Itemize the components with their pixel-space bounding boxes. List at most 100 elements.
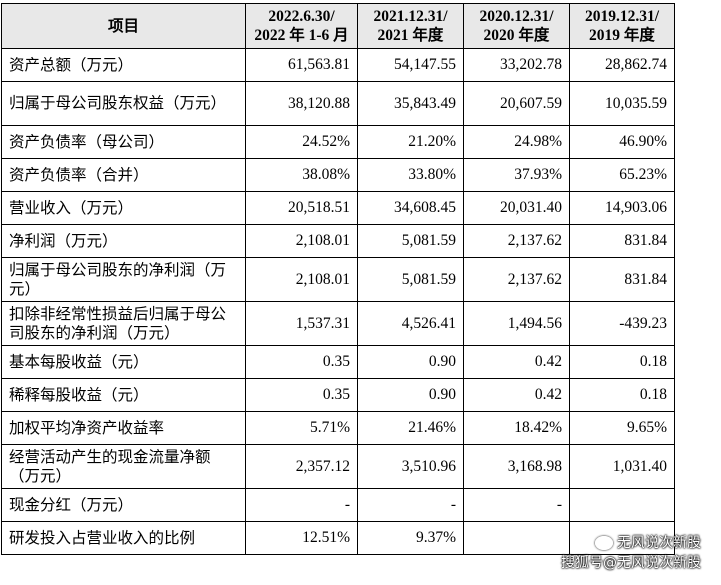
cell-value: 2,357.12 (245, 444, 358, 489)
table-row: 资产负债率（合并） 38.08% 33.80% 37.93% 65.23% (1, 158, 675, 192)
cell-value: 20,607.59 (463, 81, 570, 126)
header-period-2019: 2019.12.31/ 2019 年度 (569, 3, 675, 49)
cell-value: 2,108.01 (245, 224, 358, 258)
header-period: 2022 年 1-6 月 (254, 27, 349, 44)
table-row: 归属于母公司股东权益（万元） 38,120.88 35,843.49 20,60… (1, 81, 675, 126)
header-item-label: 项目 (107, 17, 139, 35)
cell-value: 38.08% (245, 158, 358, 192)
row-label: 资产负债率（母公司） (1, 125, 246, 159)
table-row: 净利润（万元） 2,108.01 5,081.59 2,137.62 831.8… (1, 224, 675, 258)
cell-value: 33.80% (357, 158, 464, 192)
cell-value: 4,526.41 (357, 301, 464, 346)
cell-value: 5,081.59 (357, 224, 464, 258)
cell-value: 10,035.59 (569, 81, 675, 126)
cell-value: 20,518.51 (245, 191, 358, 225)
cell-value (569, 488, 675, 522)
watermark-line-2: 搜狐号@无风说次新股 (561, 555, 701, 571)
header-period-2020: 2020.12.31/ 2020 年度 (463, 3, 570, 49)
cell-value: 24.98% (463, 125, 570, 159)
row-label: 营业收入（万元） (1, 191, 246, 225)
cell-value: - (245, 488, 358, 522)
cell-value: 12.51% (245, 521, 358, 555)
cell-value: 0.42 (463, 345, 570, 379)
row-label: 稀释每股收益（元） (1, 378, 246, 412)
row-label: 资产负债率（合并） (1, 158, 246, 192)
financial-data-table: 项目 2022.6.30/ 2022 年 1-6 月 2021.12.31/ 2… (1, 3, 675, 555)
cell-value: 3,510.96 (357, 444, 464, 489)
row-label: 现金分红（万元） (1, 488, 246, 522)
cell-value (463, 521, 570, 555)
table-row: 稀释每股收益（元） 0.35 0.90 0.42 0.18 (1, 378, 675, 412)
cell-value: 21.46% (357, 411, 464, 445)
header-date: 2021.12.31/ (373, 8, 448, 25)
header-date: 2019.12.31/ (584, 8, 660, 25)
header-period-2022h1: 2022.6.30/ 2022 年 1-6 月 (245, 3, 358, 49)
cell-value: 5,081.59 (357, 257, 464, 302)
cell-value: -439.23 (569, 301, 675, 346)
cell-value: 28,862.74 (569, 48, 675, 82)
cell-value: 0.18 (569, 378, 675, 412)
cell-value: 33,202.78 (463, 48, 570, 82)
cell-value: 0.18 (569, 345, 675, 379)
row-label: 基本每股收益（元） (1, 345, 246, 379)
cell-value: 2,108.01 (245, 257, 358, 302)
cell-value: 9.65% (569, 411, 675, 445)
cell-value: - (463, 488, 570, 522)
row-label: 归属于母公司股东权益（万元） (1, 81, 246, 126)
cell-value: 37.93% (463, 158, 570, 192)
chat-bubble-icon (595, 536, 613, 550)
cell-value: 0.35 (245, 378, 358, 412)
table-row: 扣除非经常性损益后归属于母公司股东的净利润（万元） 1,537.31 4,526… (1, 301, 675, 346)
cell-value: 831.84 (569, 257, 675, 302)
cell-value: 5.71% (245, 411, 358, 445)
table-row: 加权平均净资产收益率 5.71% 21.46% 18.42% 9.65% (1, 411, 675, 445)
table-row: 基本每股收益（元） 0.35 0.90 0.42 0.18 (1, 345, 675, 379)
table-row: 归属于母公司股东的净利润（万元） 2,108.01 5,081.59 2,137… (1, 257, 675, 302)
header-period-2021: 2021.12.31/ 2021 年度 (357, 3, 464, 49)
header-date: 2020.12.31/ (479, 8, 554, 25)
cell-value: 1,494.56 (463, 301, 570, 346)
table-header-row: 项目 2022.6.30/ 2022 年 1-6 月 2021.12.31/ 2… (1, 3, 675, 49)
cell-value: 34,608.45 (357, 191, 464, 225)
cell-value: 9.37% (357, 521, 464, 555)
cell-value: 21.20% (357, 125, 464, 159)
cell-value: 2,137.62 (463, 224, 570, 258)
cell-value: 65.23% (569, 158, 675, 192)
cell-value: 61,563.81 (245, 48, 358, 82)
cell-value: 0.90 (357, 345, 464, 379)
cell-value: 3,168.98 (463, 444, 570, 489)
cell-value: 20,031.40 (463, 191, 570, 225)
row-label: 归属于母公司股东的净利润（万元） (1, 257, 246, 302)
row-label: 净利润（万元） (1, 224, 246, 258)
watermark-line-1: 无风说次新股 (561, 533, 701, 553)
cell-value: 0.90 (357, 378, 464, 412)
row-label: 加权平均净资产收益率 (1, 411, 246, 445)
cell-value: 18.42% (463, 411, 570, 445)
cell-value: 54,147.55 (357, 48, 464, 82)
cell-value: 1,031.40 (569, 444, 675, 489)
cell-value: 35,843.49 (357, 81, 464, 126)
cell-value: - (357, 488, 464, 522)
cell-value: 38,120.88 (245, 81, 358, 126)
row-label: 扣除非经常性损益后归属于母公司股东的净利润（万元） (1, 301, 246, 346)
table-row: 资产负债率（母公司） 24.52% 21.20% 24.98% 46.90% (1, 125, 675, 159)
row-label: 经营活动产生的现金流量净额（万元） (1, 444, 246, 489)
cell-value: 1,537.31 (245, 301, 358, 346)
table-row: 经营活动产生的现金流量净额（万元） 2,357.12 3,510.96 3,16… (1, 444, 675, 489)
cell-value (569, 521, 675, 555)
header-period: 2020 年度 (483, 27, 550, 44)
header-date: 2022.6.30/ (268, 8, 335, 25)
row-label: 研发投入占营业收入的比例 (1, 521, 246, 555)
table-row: 研发投入占营业收入的比例 12.51% 9.37% (1, 521, 675, 555)
watermark-channel-name: 无风说次新股 (617, 535, 701, 551)
header-period: 2021 年度 (377, 27, 444, 44)
cell-value: 14,903.06 (569, 191, 675, 225)
cell-value: 0.35 (245, 345, 358, 379)
financial-table-container: 项目 2022.6.30/ 2022 年 1-6 月 2021.12.31/ 2… (1, 3, 675, 555)
table-row: 资产总额（万元） 61,563.81 54,147.55 33,202.78 2… (1, 48, 675, 82)
cell-value: 831.84 (569, 224, 675, 258)
cell-value: 24.52% (245, 125, 358, 159)
cell-value: 46.90% (569, 125, 675, 159)
cell-value: 0.42 (463, 378, 570, 412)
table-row: 营业收入（万元） 20,518.51 34,608.45 20,031.40 1… (1, 191, 675, 225)
